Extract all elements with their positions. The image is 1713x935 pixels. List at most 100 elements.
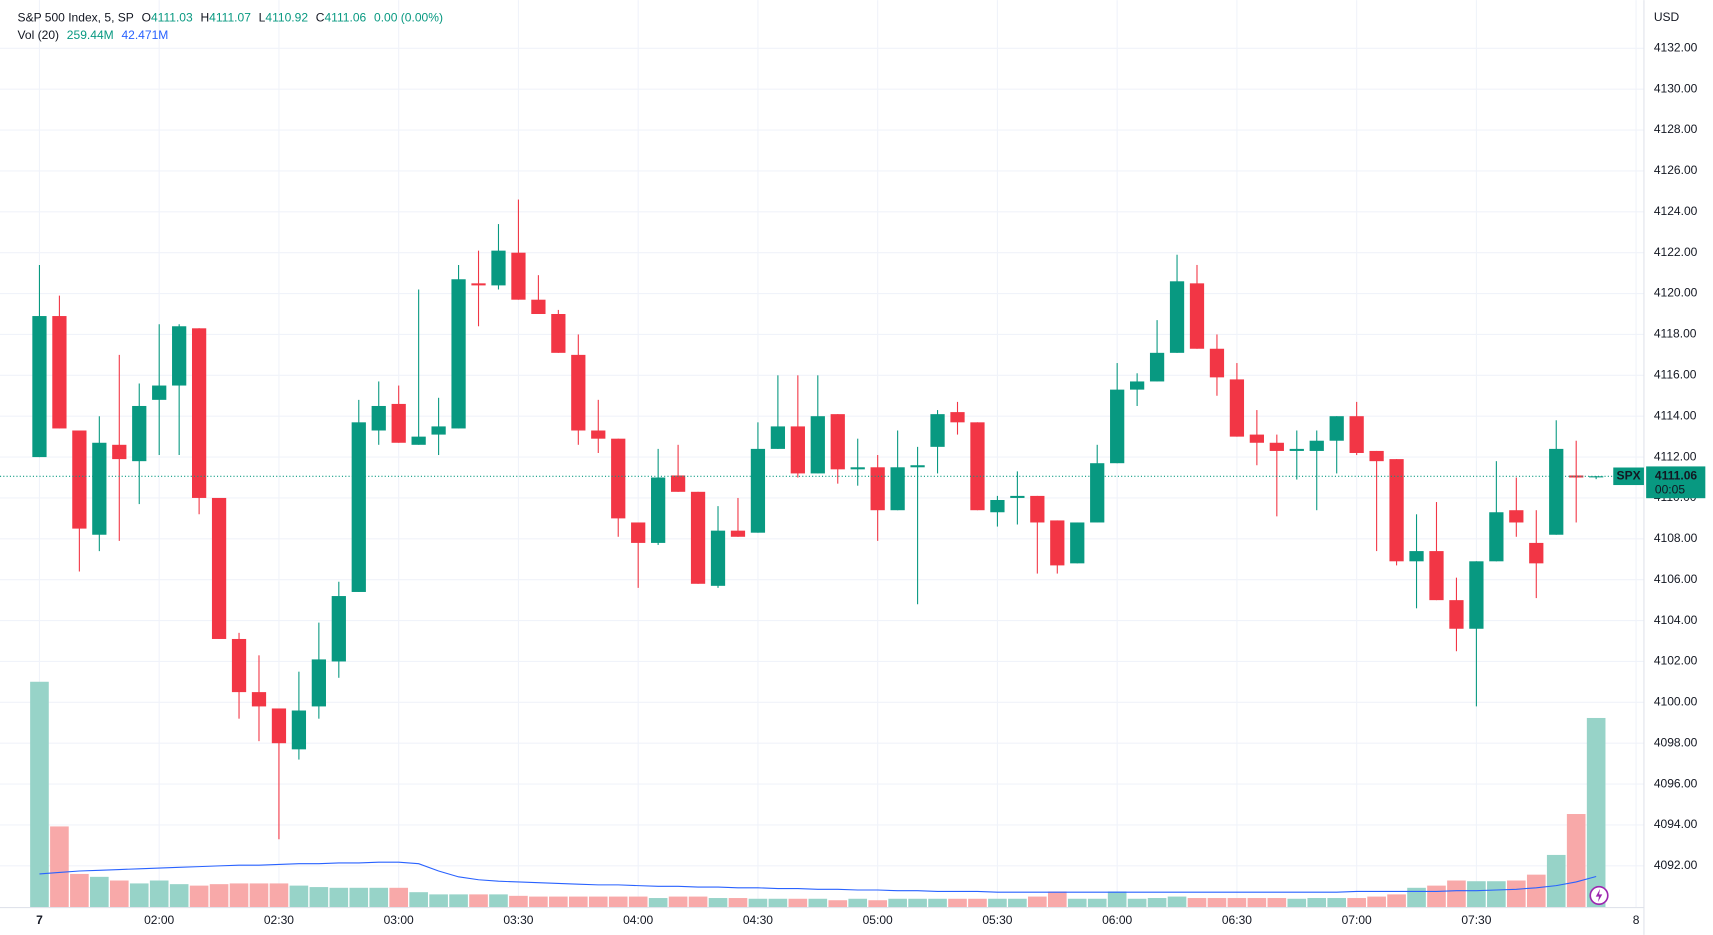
candle-body (1369, 450, 1384, 462)
volume-bar (1327, 898, 1347, 908)
volume-bar (109, 880, 129, 908)
y-tick-label: 4100.00 (1654, 695, 1698, 709)
candle-body (571, 354, 586, 431)
x-tick-label: 07:00 (1342, 913, 1372, 927)
candle-body (1569, 475, 1584, 478)
volume-bar (229, 883, 249, 908)
x-tick-label: 05:30 (982, 913, 1012, 927)
candle-body (1409, 551, 1424, 562)
candle-body (511, 252, 526, 300)
candle-body (1309, 440, 1324, 451)
candle-body (191, 328, 207, 498)
volume-bar (489, 894, 508, 908)
y-tick-label: 4106.00 (1654, 572, 1698, 586)
volume-bar (888, 898, 907, 908)
candles (0, 199, 1644, 840)
x-tick-label: 03:00 (384, 913, 414, 927)
axes: 4092.00 4094.00 4096.00 4098.00 4100.00 4102.… (36, 40, 1706, 927)
candle-body (651, 477, 666, 543)
volume-ma-value: 42.471M (121, 28, 168, 42)
ohlc-value: 4110.92 (265, 11, 308, 25)
candle-body (1209, 348, 1225, 378)
volume-bar (50, 826, 69, 908)
candle-body (1129, 381, 1145, 390)
candle-body (1329, 416, 1344, 441)
candle-body (1070, 522, 1085, 564)
y-tick-label: 4130.00 (1654, 81, 1698, 95)
volume-bar (1227, 898, 1247, 908)
candle-body (890, 467, 905, 511)
volume-bar (1008, 898, 1027, 908)
volume-bar (588, 896, 608, 908)
volume-bar (1087, 898, 1107, 908)
candle-body (1149, 352, 1165, 382)
volume-bar (728, 898, 748, 908)
alert-icon[interactable] (1589, 885, 1609, 906)
candle-body (491, 250, 506, 286)
candle-body (1429, 551, 1444, 601)
candle-body (690, 491, 706, 584)
candle-body (1349, 416, 1364, 453)
x-tick-label: 06:00 (1102, 913, 1132, 927)
volume-bar (409, 892, 428, 908)
ohlc-label: O (142, 11, 151, 25)
volume-bar (1347, 898, 1366, 908)
volume-bar (1467, 881, 1486, 908)
volume-bar (1287, 898, 1307, 908)
volume-bar (808, 898, 828, 908)
y-tick-label: 4114.00 (1654, 408, 1697, 422)
volume-bar (1127, 898, 1147, 908)
candle-body (591, 430, 606, 439)
ohlc-value: 4111.07 (209, 11, 251, 25)
candle-body (52, 316, 67, 429)
candle-body (1090, 463, 1105, 523)
volume-bar (688, 896, 708, 908)
volume-bar (349, 887, 369, 908)
volume-bar (1487, 881, 1506, 908)
volume-bar (1427, 885, 1446, 908)
candle-body (770, 426, 786, 449)
volume-bar (1267, 898, 1287, 908)
volume-pane (30, 681, 1606, 908)
x-tick-label: 04:30 (743, 913, 773, 927)
candle-body (1469, 561, 1484, 629)
volume-bar (1407, 887, 1426, 908)
volume-bar (788, 898, 808, 908)
change: 0.00 (0.00%) (374, 11, 443, 25)
volume-bar (309, 887, 329, 908)
volume-bar (908, 898, 927, 908)
volume-bar (1566, 814, 1586, 908)
volume-bar (329, 887, 349, 908)
volume-bar (429, 894, 448, 908)
ohlc-value: 4111.03 (151, 11, 193, 25)
volume-bar (1147, 898, 1167, 908)
volume-bar (628, 896, 648, 908)
x-tick-label: 04:00 (623, 913, 653, 927)
volume-bar (1586, 717, 1606, 908)
y-tick-label: 4108.00 (1654, 531, 1698, 545)
y-tick-label: 4132.00 (1654, 40, 1698, 54)
grid (0, 0, 1644, 908)
x-tick-label: 07:30 (1461, 913, 1491, 927)
volume-bar (289, 885, 309, 908)
candle-body (930, 414, 945, 447)
volume-bar (90, 876, 109, 908)
candle-body (132, 405, 147, 462)
y-tick-label: 4120.00 (1654, 286, 1698, 300)
volume-bar (189, 885, 209, 908)
volume-bar (848, 898, 868, 908)
candle-body (271, 708, 287, 744)
volume-bar (529, 896, 548, 908)
candle-body (950, 412, 965, 423)
candle-body (1030, 495, 1045, 523)
volume-bar (1367, 896, 1386, 908)
volume-bar (30, 681, 49, 908)
y-tick-label: 4112.00 (1654, 449, 1697, 463)
x-tick-label: 02:30 (264, 913, 294, 927)
y-tick-label: 4124.00 (1654, 204, 1698, 218)
ohlc-value: 4111.06 (324, 11, 366, 25)
volume-bar (1307, 898, 1327, 908)
y-tick-label: 4116.00 (1654, 368, 1697, 382)
